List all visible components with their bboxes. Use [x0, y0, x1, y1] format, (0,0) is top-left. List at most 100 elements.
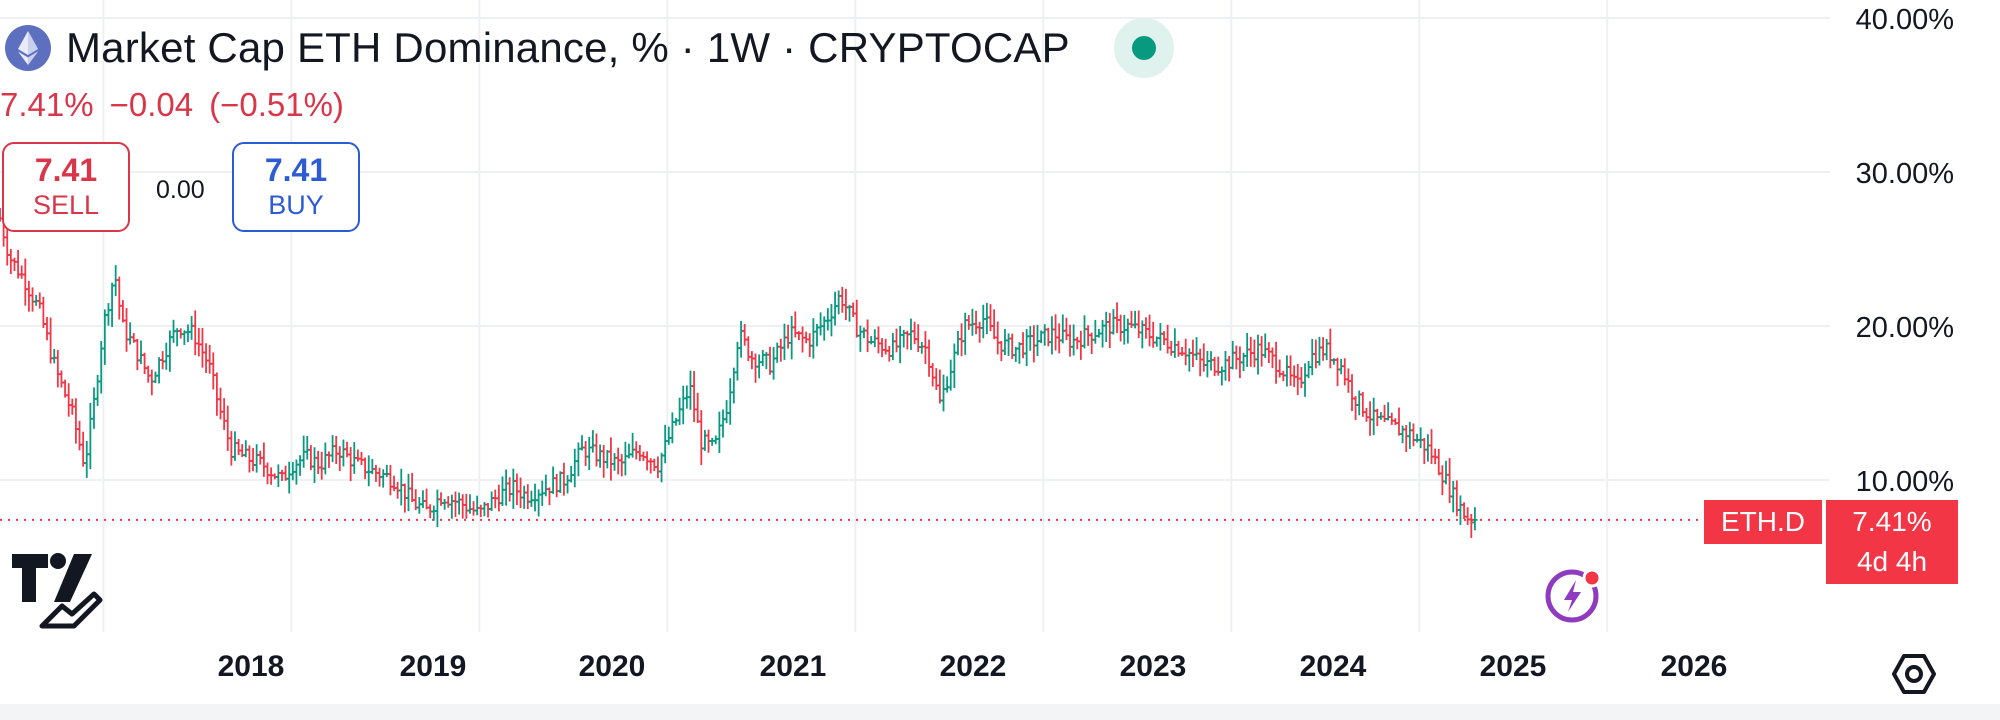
quote-line: 7.41% −0.04 (−0.51%) [0, 86, 360, 124]
ohlc-bar [1425, 434, 1431, 462]
ohlc-bar [333, 436, 339, 465]
ohlc-bar [1005, 333, 1012, 356]
price-tag-box: 7.41% 4d 4h [1826, 500, 1958, 584]
ohlc-bar [235, 438, 242, 456]
ohlc-bar [1428, 429, 1435, 464]
ohlc-bar [420, 490, 426, 509]
ohlc-bar [778, 338, 784, 362]
ohlc-bar [637, 445, 643, 462]
ohlc-bar [857, 325, 863, 352]
ohlc-bar [348, 447, 354, 482]
ohlc-bar [1410, 423, 1417, 447]
ohlc-bar [1396, 407, 1402, 436]
ohlc-bar [160, 351, 166, 370]
ohlc-bar [1161, 331, 1167, 346]
ohlc-bar [66, 383, 72, 417]
ohlc-bar [1269, 347, 1276, 369]
ohlc-bar [156, 357, 162, 384]
ohlc-bar [199, 327, 206, 368]
ohlc-bar [416, 497, 422, 514]
x-tick-label: 2021 [759, 650, 827, 683]
buy-button[interactable]: 7.41 BUY [232, 142, 360, 232]
ohlc-bar [409, 472, 415, 502]
ohlc-bar [861, 327, 867, 339]
ohlc-bar [883, 338, 889, 355]
ohlc-bar [73, 398, 79, 444]
ohlc-bar [87, 402, 93, 470]
ohlc-bar [217, 387, 224, 420]
ohlc-bar [80, 431, 86, 467]
flash-alert-icon[interactable] [1544, 566, 1608, 630]
ohlc-bar [463, 493, 469, 519]
ohlc-bar [1273, 341, 1279, 384]
ohlc-bar [951, 343, 957, 389]
ethereum-logo-icon[interactable] [4, 24, 52, 72]
ohlc-bar [1031, 325, 1037, 363]
ohlc-bar [987, 304, 994, 332]
ohlc-bar [716, 411, 722, 453]
ohlc-bar [597, 444, 603, 468]
ohlc-bar [1049, 316, 1055, 355]
ohlc-bar [210, 352, 216, 390]
ohlc-bar [752, 353, 759, 383]
ohlc-bar [828, 303, 835, 337]
ohlc-bar [275, 464, 281, 488]
ohlc-bar [337, 446, 343, 472]
settings-icon[interactable] [1890, 650, 1938, 698]
ohlc-bar [593, 433, 600, 467]
ohlc-bar [489, 491, 495, 511]
ohlc-bar [109, 282, 115, 327]
ohlc-bar [203, 343, 209, 373]
market-status-badge[interactable] [1113, 18, 1174, 78]
ohlc-bar [1002, 329, 1008, 356]
ohlc-bar [966, 315, 972, 330]
ohlc-bar [225, 405, 231, 451]
ohlc-bar [575, 442, 581, 477]
ohlc-bar [973, 310, 979, 335]
price-change-percent: (−0.51%) [209, 86, 344, 123]
tradingview-logo-icon[interactable] [8, 546, 108, 630]
y-tick-label: 30.00% [1855, 158, 1954, 190]
ohlc-bar [246, 445, 253, 473]
ohlc-bar [962, 312, 968, 355]
ohlc-bar [1045, 327, 1051, 347]
ohlc-bar [1233, 345, 1239, 370]
ohlc-bar [680, 385, 686, 425]
ohlc-bar [116, 276, 122, 320]
ohlc-bar [369, 459, 375, 475]
sell-label: SELL [32, 190, 100, 220]
ohlc-bar [138, 340, 144, 365]
ohlc-bar [1125, 318, 1131, 344]
ohlc-bar [1316, 336, 1323, 366]
ohlc-bar [120, 300, 126, 323]
ohlc-bar [51, 349, 57, 364]
ohlc-bar [84, 440, 90, 478]
ohlc-bar [749, 351, 755, 370]
symbol-title[interactable]: Market Cap ETH Dominance, % · 1W · CRYPT… [66, 24, 1070, 71]
ohlc-bar [1193, 337, 1200, 361]
ohlc-bar [727, 378, 733, 425]
ohlc-bar [315, 450, 321, 475]
ohlc-bar [48, 317, 54, 364]
ohlc-bar [940, 374, 947, 412]
ohlc-bar [655, 456, 661, 479]
last-price-tag[interactable]: ETH.D 7.41% 4d 4h [1704, 500, 1958, 584]
ohlc-bar [991, 309, 997, 340]
ohlc-bar [1081, 315, 1088, 349]
ohlc-bar [590, 430, 596, 453]
sell-button[interactable]: 7.41 SELL [2, 142, 130, 232]
ohlc-bar [1349, 374, 1355, 412]
ohlc-bar [358, 451, 365, 466]
ohlc-bar [1389, 412, 1395, 425]
ohlc-bar [557, 471, 563, 494]
ohlc-bar [1266, 342, 1272, 364]
ohlc-bar [1110, 309, 1117, 335]
ohlc-bar [1342, 358, 1348, 386]
ohlc-bar [1468, 514, 1474, 538]
ohlc-bar [817, 312, 824, 336]
ohlc-bar [633, 441, 639, 460]
ohlc-bar [785, 324, 791, 349]
buy-price: 7.41 [264, 152, 328, 188]
ohlc-bar [1099, 319, 1106, 348]
ohlc-bar [658, 452, 665, 483]
